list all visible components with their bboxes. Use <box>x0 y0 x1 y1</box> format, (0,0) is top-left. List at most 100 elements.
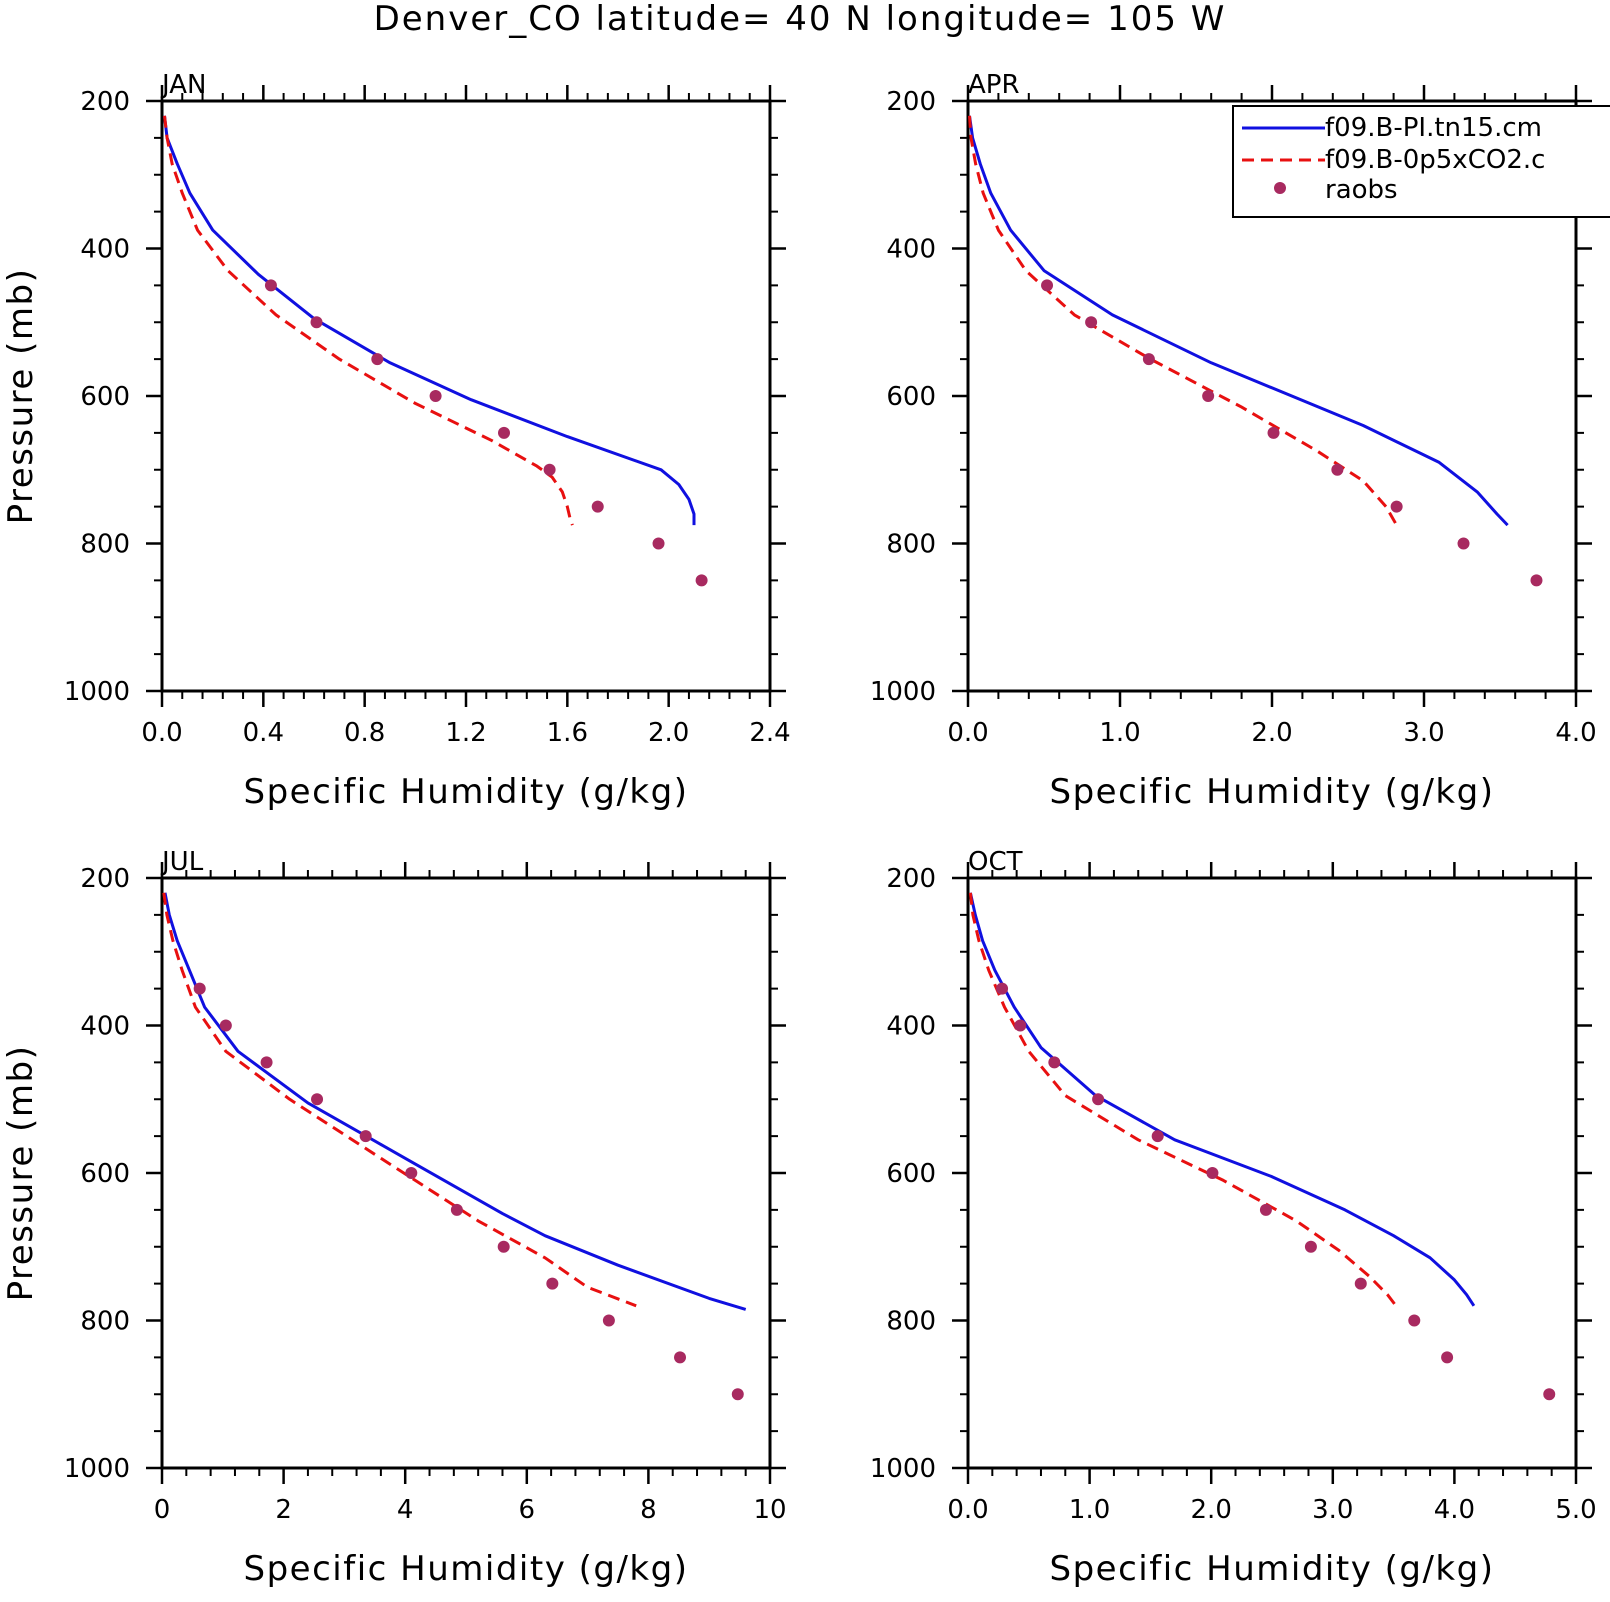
raobs-point <box>1014 1019 1027 1032</box>
x-tick-label: 0.0 <box>947 718 988 748</box>
raobs-point <box>1441 1351 1454 1364</box>
raobs-point <box>193 982 206 995</box>
raobs-point <box>429 390 442 402</box>
x-tick-label: 1.2 <box>445 718 486 748</box>
y-tick-label: 800 <box>886 530 936 560</box>
y-tick-label: 1000 <box>64 1454 130 1484</box>
raobs-point <box>311 1093 324 1106</box>
legend-label-f09-b-0p5xco2-c: f09.B-0p5xCO2.c <box>1325 145 1545 175</box>
raobs-point <box>996 982 1009 995</box>
x-tick-label: 0.0 <box>141 718 182 748</box>
raobs-point <box>1457 537 1470 550</box>
raobs-point <box>1543 1388 1556 1401</box>
raobs-point <box>1408 1314 1421 1327</box>
x-tick-label: 4 <box>397 1495 414 1525</box>
x-tick-label: 3.0 <box>1312 1495 1353 1525</box>
raobs-point <box>1354 1277 1367 1290</box>
x-axis-label: Specific Humidity (g/kg) <box>244 772 689 812</box>
plot-frame <box>160 876 772 1470</box>
series-line-f09-b-pi-tn15-cm <box>968 892 1476 1307</box>
legend-box <box>1232 105 1610 218</box>
y-tick-label: 600 <box>886 382 936 412</box>
y-tick-label: 800 <box>80 1307 130 1337</box>
panel-label-jul: JUL <box>160 847 204 877</box>
panel-oct: OCT 0.0 1.0 2.0 3.0 4.0 5.0 200 400 600 800 1000 Spe… <box>870 847 1597 1589</box>
x-axis-label: Specific Humidity (g/kg) <box>1050 772 1495 812</box>
figure-title: Denver_CO latitude= 40 N longitude= 105 … <box>374 0 1227 39</box>
x-tick-label: 3.0 <box>1403 718 1444 748</box>
raobs-point <box>1206 1167 1219 1179</box>
raobs-point <box>1259 1203 1272 1216</box>
panel-label-apr: APR <box>968 70 1020 100</box>
raobs-point <box>450 1203 463 1216</box>
y-tick-label: 600 <box>80 382 130 412</box>
y-axis-label: Pressure (mb) <box>1 1045 41 1302</box>
legend-marker-raobs <box>1274 182 1286 194</box>
y-tick-label: 800 <box>886 1307 936 1337</box>
y-tick-label: 200 <box>886 864 936 894</box>
x-tick-label: 5.0 <box>1555 1495 1596 1525</box>
raobs-point <box>546 1277 559 1290</box>
series-line-f09-b-pi-tn15-cm <box>163 892 747 1311</box>
y-tick-label: 200 <box>80 87 130 117</box>
x-tick-label: 10 <box>753 1495 786 1525</box>
raobs-point <box>1092 1093 1105 1106</box>
raobs-point <box>1304 1240 1317 1253</box>
x-tick-label: 0 <box>154 1495 171 1525</box>
series-line-f09-b-pi-tn15-cm <box>968 115 1509 527</box>
raobs-point <box>1530 574 1543 587</box>
x-tick-label: 1.6 <box>547 718 588 748</box>
y-tick-label: 600 <box>80 1159 130 1189</box>
plot-frame <box>966 876 1578 1470</box>
raobs-point <box>591 500 604 513</box>
raobs-point <box>1048 1056 1061 1069</box>
raobs-point <box>731 1388 744 1401</box>
raobs-point <box>1041 279 1054 292</box>
x-tick-label: 2.0 <box>648 718 689 748</box>
panel-apr: APR 0.0 1.0 2.0 3.0 4.0 200 400 600 800 1000 Specif… <box>870 70 1597 812</box>
y-tick-label: 1000 <box>870 1454 936 1484</box>
panel-jul: JUL 0 2 4 6 8 10 200 400 600 800 1000 Specific Humid… <box>1 847 787 1589</box>
raobs-point <box>674 1351 687 1364</box>
x-axis-label: Specific Humidity (g/kg) <box>1050 1549 1495 1589</box>
raobs-point <box>1267 426 1280 439</box>
x-tick-label: 0.8 <box>344 718 385 748</box>
x-tick-label: 1.0 <box>1069 1495 1110 1525</box>
y-tick-label: 200 <box>80 864 130 894</box>
x-tick-label: 1.0 <box>1099 718 1140 748</box>
legend-label-raobs: raobs <box>1325 175 1398 205</box>
x-tick-label: 2.4 <box>749 718 790 748</box>
raobs-point <box>1390 500 1403 513</box>
raobs-point <box>1151 1130 1164 1143</box>
y-tick-label: 400 <box>80 235 130 265</box>
raobs-point <box>652 537 665 550</box>
raobs-point <box>310 316 323 329</box>
raobs-point <box>371 353 384 366</box>
x-tick-label: 8 <box>640 1495 657 1525</box>
raobs-point <box>602 1314 615 1327</box>
legend-label-f09-b-pi-tn15-cm: f09.B-PI.tn15.cm <box>1325 113 1542 143</box>
y-tick-label: 400 <box>886 235 936 265</box>
x-tick-label: 4.0 <box>1555 718 1596 748</box>
panel-label-oct: OCT <box>968 847 1023 877</box>
raobs-point <box>1085 316 1098 329</box>
raobs-point <box>1331 463 1344 476</box>
series-line-f09-b-0p5xco2-c <box>162 892 637 1308</box>
raobs-point <box>260 1056 273 1069</box>
y-tick-label: 800 <box>80 530 130 560</box>
y-tick-label: 600 <box>886 1159 936 1189</box>
y-tick-label: 400 <box>80 1012 130 1042</box>
y-tick-label: 1000 <box>870 677 936 707</box>
x-tick-label: 0.4 <box>243 718 284 748</box>
raobs-point <box>405 1167 418 1179</box>
raobs-point <box>1202 390 1215 402</box>
y-tick-label: 400 <box>886 1012 936 1042</box>
y-axis-label: Pressure (mb) <box>1 268 41 525</box>
y-tick-label: 1000 <box>64 677 130 707</box>
x-tick-label: 2.0 <box>1191 1495 1232 1525</box>
x-axis-label: Specific Humidity (g/kg) <box>244 1549 689 1589</box>
series-line-f09-b-0p5xco2-c <box>163 115 574 526</box>
